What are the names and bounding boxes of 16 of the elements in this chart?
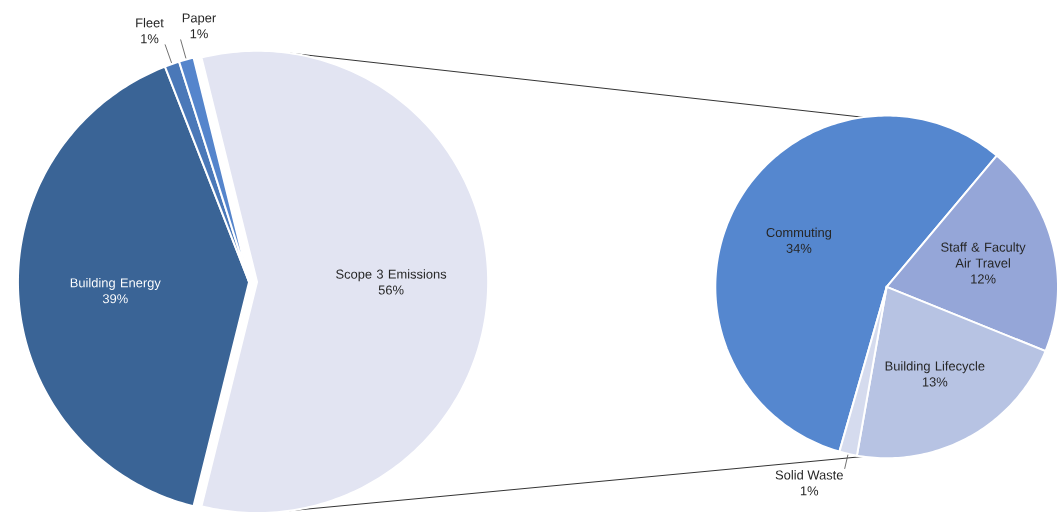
data-label: 1% (800, 486, 819, 496)
slice-label: Solid Waste (775, 470, 843, 480)
data-label: 13% (922, 377, 948, 387)
slice-label: Scope 3 Emissions (336, 269, 447, 282)
slice-label: Fleet (136, 17, 164, 28)
data-label: 39% (102, 294, 128, 304)
slice-label: Paper (182, 13, 216, 25)
slice-label: Building Lifecycle (885, 361, 985, 374)
slice-label: Building Energy (70, 277, 161, 290)
slice-label: Staff & Faculty Air Travel (941, 242, 1026, 268)
data-label: 56% (378, 285, 404, 295)
slice-label: Commuting (766, 227, 832, 240)
data-label: 34% (786, 243, 812, 253)
data-label: 1% (141, 34, 159, 44)
data-label: 12% (971, 274, 996, 284)
data-label: 1% (190, 29, 208, 39)
